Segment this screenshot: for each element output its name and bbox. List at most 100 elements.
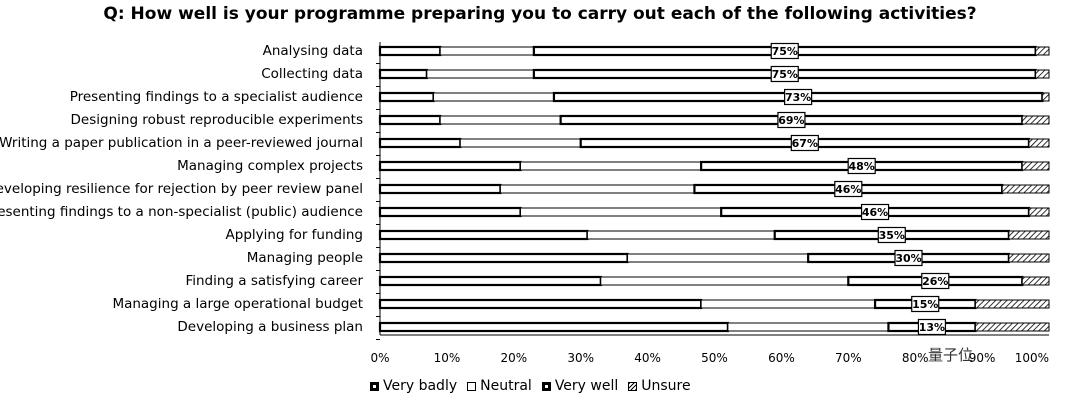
bar-very-badly-finding-a-satisfying-career [378,275,602,287]
data-label-box-collecting-data [770,65,799,83]
x-tick-label-0-pct: 0% [370,351,389,365]
data-label-applying-for-funding: 35% [879,229,905,242]
bar-neutral-finding-a-satisfying-career [600,276,849,286]
bar-neutral-presenting-findings-to-a-non-specialist-public-audience [519,207,722,217]
bar-very-badly-presenting-findings-to-a-specialist-audience [378,91,435,103]
x-tick-label-60-pct: 60% [768,351,795,365]
data-label-box-managing-complex-projects [847,157,876,175]
legend-item-unsure: Unsure [628,378,691,394]
bar-neutral-developing-a-business-plan [727,322,889,332]
bar-unsure-managing-people [1008,253,1050,263]
legend-swatch-very-badly [370,381,379,391]
bar-very-badly-developing-a-business-plan [378,321,729,333]
legend-label-unsure: Unsure [641,378,691,394]
x-tick-label-80-pct: 80% [902,351,929,365]
data-label-box-managing-a-large-operational-budget [911,295,940,313]
bar-neutral-designing-robust-reproducible-experiments [439,115,562,125]
category-label-finding-a-satisfying-career: Finding a satisfying career [185,273,363,289]
bar-neutral-writing-a-paper-publication-in-a-peer-reviewed-journal [459,138,582,148]
x-tick-label-70-pct: 70% [835,351,862,365]
bar-neutral-managing-a-large-operational-budget [700,299,876,309]
x-tick-label-20-pct: 20% [500,351,527,365]
bar-very-badly-developing-resilience-for-rejection-by-peer-review-panel [378,183,502,195]
category-label-writing-a-paper-publication-in-a-peer-reviewed-journal: Writing a paper publication in a peer-re… [0,135,363,151]
bar-very-badly-managing-people [378,252,629,264]
category-label-developing-resilience-for-rejection-by-peer-review-panel: Developing resilience for rejection by p… [0,181,363,197]
legend-item-neutral: Neutral [467,378,532,394]
category-label-presenting-findings-to-a-non-specialist-public-audience: Presenting findings to a non-specialist … [0,204,363,220]
data-label-collecting-data: 75% [772,68,798,81]
bar-neutral-developing-resilience-for-rejection-by-peer-review-panel [499,184,695,194]
bar-unsure-managing-a-large-operational-budget [974,299,1050,309]
data-label-developing-resilience-for-rejection-by-peer-review-panel: 46% [835,183,861,196]
bar-neutral-collecting-data [426,69,535,79]
bar-very-badly-designing-robust-reproducible-experiments [378,114,442,126]
data-label-box-writing-a-paper-publication-in-a-peer-reviewed-journal [790,134,819,152]
bar-unsure-presenting-findings-to-a-non-specialist-public-audience [1028,207,1050,217]
legend-swatch-unsure [628,381,638,391]
data-label-box-applying-for-funding [877,226,906,244]
category-label-developing-a-business-plan: Developing a business plan [177,319,363,335]
data-label-managing-complex-projects: 48% [849,160,875,173]
data-label-presenting-findings-to-a-non-specialist-public-audience: 46% [862,206,888,219]
x-tick-label-100-pct: 100% [1015,351,1049,365]
bar-unsure-developing-resilience-for-rejection-by-peer-review-panel [1001,184,1050,194]
bar-neutral-analysing-data [439,46,535,56]
bar-unsure-collecting-data [1035,69,1050,79]
category-label-managing-people: Managing people [247,250,363,266]
data-label-box-presenting-findings-to-a-non-specialist-public-audience [860,203,890,221]
bar-very-badly-collecting-data [378,68,428,80]
legend-item-very-badly: Very badly [370,378,457,394]
bar-very-badly-managing-a-large-operational-budget [378,298,703,310]
data-label-box-developing-resilience-for-rejection-by-peer-review-panel [834,180,863,198]
category-label-presenting-findings-to-a-specialist-audience: Presenting findings to a specialist audi… [70,89,363,105]
category-label-applying-for-funding: Applying for funding [226,227,363,243]
bar-very-badly-writing-a-paper-publication-in-a-peer-reviewed-journal [378,137,462,149]
data-label-finding-a-satisfying-career: 26% [922,275,948,288]
bar-neutral-managing-people [627,253,809,263]
x-tick-label-50-pct: 50% [701,351,728,365]
legend-label-very-well: Very well [554,378,619,394]
bar-unsure-applying-for-funding [1008,230,1050,240]
data-label-managing-a-large-operational-budget: 15% [912,298,938,311]
x-tick-label-30-pct: 30% [567,351,594,365]
category-label-analysing-data: Analysing data [263,43,363,59]
legend-label-very-badly: Very badly [383,378,458,394]
category-label-managing-complex-projects: Managing complex projects [177,158,363,174]
x-tick-label-90-pct: 90% [969,351,996,365]
bar-unsure-designing-robust-reproducible-experiments [1021,115,1050,125]
bar-unsure-developing-a-business-plan [974,322,1050,332]
category-label-collecting-data: Collecting data [261,66,363,82]
data-label-box-analysing-data [770,42,799,60]
data-label-box-managing-people [894,249,923,267]
x-tick-label-10-pct: 10% [434,351,461,365]
bar-unsure-presenting-findings-to-a-specialist-audience [1041,92,1050,102]
legend-item-very-well: Very well [541,378,619,394]
bar-very-badly-managing-complex-projects [378,160,522,172]
data-label-box-designing-robust-reproducible-experiments [777,111,806,129]
x-tick-label-40-pct: 40% [634,351,661,365]
data-label-analysing-data: 75% [772,45,798,58]
data-label-presenting-findings-to-a-specialist-audience: 73% [785,91,811,104]
bar-unsure-writing-a-paper-publication-in-a-peer-reviewed-journal [1028,138,1050,148]
bar-very-badly-analysing-data [378,45,442,57]
legend: Very badly Neutral Very well Unsure [370,376,701,396]
bar-unsure-analysing-data [1035,46,1050,56]
plot-area: Analysing data 75% Collecting data 75% Prese… [0,42,1050,365]
bar-very-badly-applying-for-funding [378,229,589,241]
bar-neutral-presenting-findings-to-a-specialist-audience [433,92,555,102]
data-label-box-presenting-findings-to-a-specialist-audience [784,88,813,106]
legend-label-neutral: Neutral [480,378,532,394]
category-label-managing-a-large-operational-budget: Managing a large operational budget [112,296,363,312]
watermark-text: 量子位 [928,346,974,364]
legend-swatch-very-well [541,381,551,391]
data-label-designing-robust-reproducible-experiments: 69% [778,114,804,127]
data-label-box-finding-a-satisfying-career [921,272,950,290]
bar-very-badly-presenting-findings-to-a-non-specialist-public-audience [378,206,522,218]
category-label-designing-robust-reproducible-experiments: Designing robust reproducible experiment… [71,112,363,128]
chart-title: Q: How well is your programme preparing … [103,4,977,24]
bar-neutral-managing-complex-projects [519,161,702,171]
data-label-managing-people: 30% [895,252,921,265]
data-label-writing-a-paper-publication-in-a-peer-reviewed-journal: 67% [792,137,818,150]
